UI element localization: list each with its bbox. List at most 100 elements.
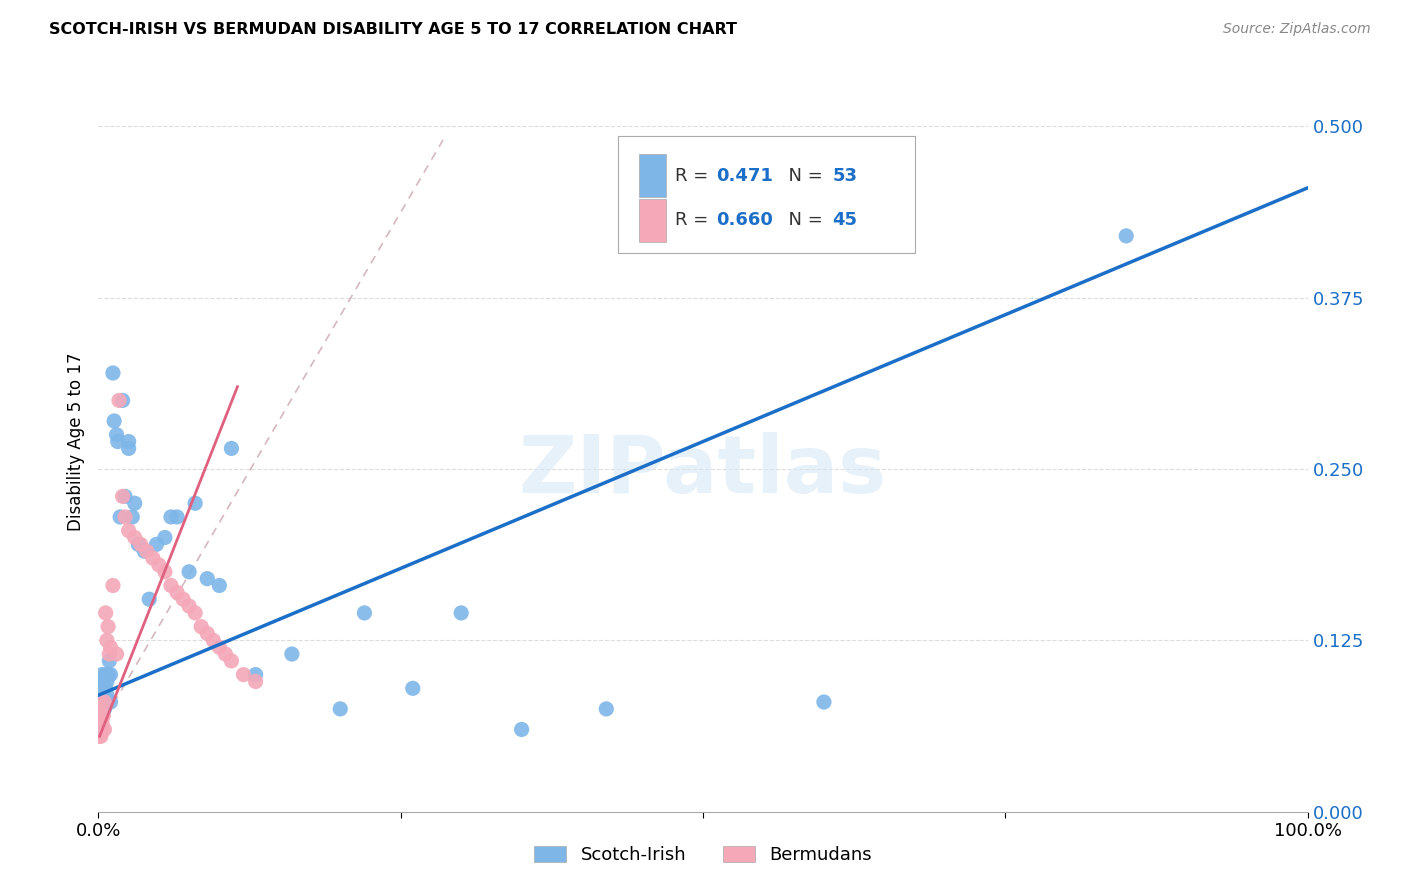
Point xyxy=(100,667,122,681)
Point xyxy=(118,434,141,449)
Point xyxy=(91,708,114,723)
Point xyxy=(93,681,115,696)
Point xyxy=(510,723,533,737)
Point xyxy=(91,715,114,730)
Point xyxy=(118,442,141,456)
Point xyxy=(111,489,134,503)
Bar xyxy=(638,154,665,197)
Point xyxy=(96,674,118,689)
Point xyxy=(148,558,170,572)
Point xyxy=(90,674,112,689)
Point xyxy=(160,578,183,592)
Point xyxy=(94,606,117,620)
Point xyxy=(118,524,141,538)
Point xyxy=(208,578,231,592)
Point xyxy=(91,708,114,723)
Point xyxy=(121,510,143,524)
Text: 45: 45 xyxy=(832,211,858,229)
Point xyxy=(208,640,231,655)
Point xyxy=(127,537,149,551)
Point xyxy=(100,695,122,709)
Point xyxy=(93,702,115,716)
Text: 0.471: 0.471 xyxy=(716,167,773,185)
Point xyxy=(329,702,352,716)
Y-axis label: Disability Age 5 to 17: Disability Age 5 to 17 xyxy=(66,352,84,531)
Text: 53: 53 xyxy=(832,167,858,185)
Point xyxy=(89,715,111,730)
Point xyxy=(450,606,472,620)
Point xyxy=(105,427,128,442)
Text: Source: ZipAtlas.com: Source: ZipAtlas.com xyxy=(1223,22,1371,37)
Point xyxy=(195,572,218,586)
Point xyxy=(172,592,194,607)
Point xyxy=(221,654,243,668)
Point xyxy=(90,723,112,737)
Point xyxy=(98,647,121,661)
Point xyxy=(402,681,425,696)
Point xyxy=(91,723,114,737)
Point xyxy=(353,606,375,620)
Point xyxy=(129,537,152,551)
Point xyxy=(100,640,122,655)
Point xyxy=(90,702,112,716)
Point xyxy=(138,592,160,607)
Point xyxy=(114,510,136,524)
Point xyxy=(179,565,201,579)
Point xyxy=(89,723,111,737)
Point xyxy=(245,674,267,689)
Point xyxy=(90,702,112,716)
Point xyxy=(103,414,125,428)
Point xyxy=(232,667,254,681)
Point xyxy=(153,531,176,545)
Point xyxy=(91,674,114,689)
Point xyxy=(195,626,218,640)
Point xyxy=(91,667,114,681)
Point xyxy=(98,654,121,668)
Point xyxy=(153,565,176,579)
Point xyxy=(91,681,114,696)
Point xyxy=(107,434,129,449)
Point xyxy=(190,619,212,633)
Legend: Scotch-Irish, Bermudans: Scotch-Irish, Bermudans xyxy=(524,837,882,873)
Point xyxy=(108,393,131,408)
Text: SCOTCH-IRISH VS BERMUDAN DISABILITY AGE 5 TO 17 CORRELATION CHART: SCOTCH-IRISH VS BERMUDAN DISABILITY AGE … xyxy=(49,22,737,37)
Point xyxy=(96,633,118,648)
Point xyxy=(111,393,134,408)
Point xyxy=(94,667,117,681)
Point xyxy=(89,681,111,696)
Text: R =: R = xyxy=(675,211,714,229)
Point xyxy=(595,702,617,716)
Point xyxy=(89,729,111,743)
Point xyxy=(114,489,136,503)
Point xyxy=(145,537,167,551)
Text: ZIPatlas: ZIPatlas xyxy=(519,432,887,510)
Point xyxy=(142,551,165,566)
Point xyxy=(89,695,111,709)
Point xyxy=(96,688,118,702)
Point xyxy=(94,681,117,696)
Point xyxy=(166,510,188,524)
Point xyxy=(93,723,115,737)
Point xyxy=(101,578,124,592)
Point xyxy=(124,531,146,545)
Point xyxy=(105,647,128,661)
Point xyxy=(202,633,225,648)
Point xyxy=(214,647,236,661)
Point xyxy=(221,442,243,456)
Point xyxy=(184,496,207,510)
Text: R =: R = xyxy=(675,167,714,185)
Text: N =: N = xyxy=(776,167,828,185)
Point xyxy=(184,606,207,620)
Point xyxy=(91,695,114,709)
Point xyxy=(108,510,131,524)
Point xyxy=(166,585,188,599)
Point xyxy=(90,715,112,730)
Point xyxy=(1115,228,1137,243)
Point xyxy=(89,688,111,702)
Point xyxy=(813,695,835,709)
Point xyxy=(160,510,183,524)
Point xyxy=(90,729,112,743)
Point xyxy=(93,695,115,709)
Text: N =: N = xyxy=(776,211,828,229)
Point xyxy=(97,619,120,633)
